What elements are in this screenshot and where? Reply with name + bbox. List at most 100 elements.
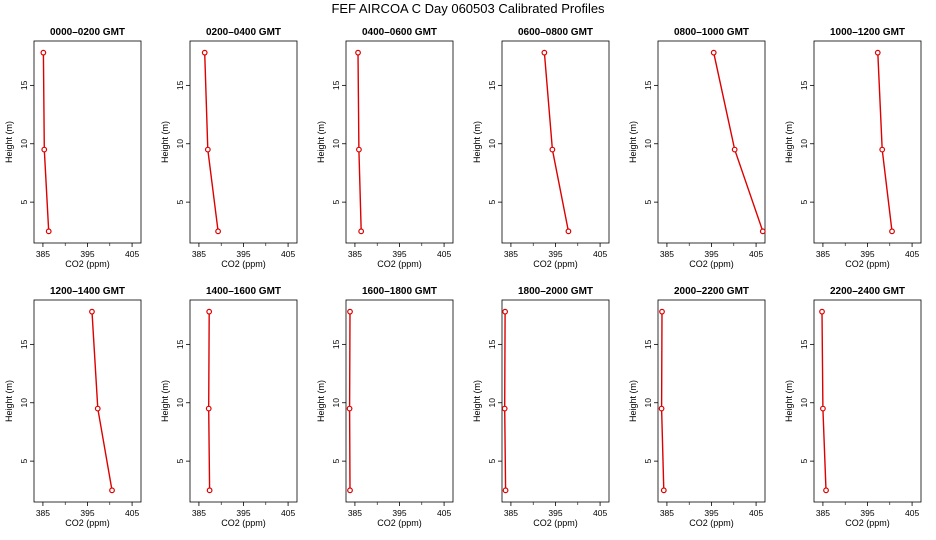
x-tick-label: 405 bbox=[905, 249, 919, 259]
x-axis-label: CO2 (ppm) bbox=[221, 259, 266, 269]
x-tick-label: 395 bbox=[80, 249, 94, 259]
x-tick-label: 405 bbox=[749, 249, 763, 259]
profile-line bbox=[543, 52, 570, 232]
profile-point bbox=[889, 228, 895, 235]
x-tick-label: 405 bbox=[125, 249, 139, 259]
profile-line bbox=[207, 311, 211, 491]
plot-frame bbox=[189, 40, 298, 244]
y-tick-label: 5 bbox=[643, 200, 653, 205]
y-tick-label: 5 bbox=[19, 200, 29, 205]
x-axis-label: CO2 (ppm) bbox=[845, 518, 890, 528]
profile-point bbox=[358, 228, 365, 235]
chart-panel: 1200–1400 GMT 385 395 405 5 10 15 CO2 (ppm) Heig… bbox=[4, 286, 142, 528]
y-tick-label: 10 bbox=[799, 398, 809, 408]
profile-point bbox=[759, 228, 766, 235]
y-tick-label: 10 bbox=[331, 398, 341, 408]
y-axis-label: Height (m) bbox=[160, 121, 170, 163]
x-axis-label: CO2 (ppm) bbox=[377, 518, 422, 528]
plot-frame bbox=[345, 299, 454, 503]
y-tick-label: 15 bbox=[19, 80, 29, 90]
y-axis-label: Height (m) bbox=[784, 121, 794, 163]
x-tick-label: 405 bbox=[281, 508, 295, 518]
y-tick-label: 10 bbox=[487, 139, 497, 149]
y-axis-label: Height (m) bbox=[784, 380, 794, 422]
profile-point bbox=[659, 308, 665, 315]
x-tick-label: 405 bbox=[437, 508, 451, 518]
x-tick-label: 395 bbox=[80, 508, 94, 518]
profile-line bbox=[821, 311, 827, 491]
x-tick-label: 395 bbox=[704, 249, 718, 259]
chart-panel: 1600–1800 GMT 385 395 405 5 10 15 CO2 (ppm) Heig… bbox=[316, 286, 454, 528]
x-axis-label: CO2 (ppm) bbox=[65, 259, 110, 269]
y-tick-label: 15 bbox=[487, 80, 497, 90]
profile-point bbox=[820, 405, 826, 412]
profile-point bbox=[206, 308, 213, 315]
profile-point bbox=[823, 487, 829, 494]
profile-point bbox=[45, 228, 52, 235]
x-axis-label: CO2 (ppm) bbox=[845, 259, 890, 269]
y-tick-label: 10 bbox=[175, 139, 185, 149]
y-tick-label: 10 bbox=[643, 398, 653, 408]
y-tick-label: 10 bbox=[19, 398, 29, 408]
y-tick-label: 5 bbox=[175, 459, 185, 464]
panel-title: 0400–0600 GMT bbox=[362, 27, 437, 38]
panel-title: 0000–0200 GMT bbox=[50, 27, 125, 38]
x-tick-label: 405 bbox=[125, 508, 139, 518]
profile-point bbox=[205, 405, 212, 412]
x-axis-label: CO2 (ppm) bbox=[65, 518, 110, 528]
x-tick-label: 395 bbox=[704, 508, 718, 518]
y-axis-label: Height (m) bbox=[316, 380, 326, 422]
x-tick-label: 395 bbox=[548, 508, 562, 518]
x-tick-label: 405 bbox=[281, 249, 295, 259]
x-tick-label: 405 bbox=[749, 508, 763, 518]
profile-point bbox=[204, 146, 211, 153]
profile-point bbox=[215, 228, 221, 235]
chart-panel: 0200–0400 GMT 385 395 405 5 10 15 CO2 (ppm) Heig… bbox=[160, 27, 298, 269]
chart-panel: 0000–0200 GMT 385 395 405 5 10 15 CO2 (ppm) Heig… bbox=[4, 27, 142, 269]
x-tick-label: 395 bbox=[236, 249, 250, 259]
profile-point bbox=[565, 228, 572, 235]
plot-frame bbox=[813, 40, 922, 244]
profile-point bbox=[549, 146, 556, 153]
y-tick-label: 15 bbox=[175, 80, 185, 90]
plot-frame bbox=[33, 40, 142, 244]
profile-point bbox=[94, 405, 101, 412]
chart-panel: 0400–0600 GMT 385 395 405 5 10 15 CO2 (ppm) Heig… bbox=[316, 27, 454, 269]
x-tick-label: 385 bbox=[36, 249, 50, 259]
chart-panel: 0800–1000 GMT 385 395 405 5 10 15 CO2 (ppm) Heig… bbox=[628, 27, 766, 269]
profile-point bbox=[501, 405, 508, 412]
plot-frame bbox=[657, 299, 766, 503]
profile-point bbox=[356, 146, 362, 153]
x-tick-label: 385 bbox=[816, 508, 830, 518]
x-axis-label: CO2 (ppm) bbox=[533, 259, 578, 269]
panel-title: 0600–0800 GMT bbox=[518, 27, 593, 38]
panel-title: 1800–2000 GMT bbox=[518, 286, 593, 297]
chart-panel: 2200–2400 GMT 385 395 405 5 10 15 CO2 (ppm) Heig… bbox=[784, 286, 922, 528]
y-tick-label: 10 bbox=[19, 139, 29, 149]
profile-point bbox=[502, 308, 509, 315]
y-tick-label: 5 bbox=[487, 459, 497, 464]
y-tick-label: 15 bbox=[331, 339, 341, 349]
x-axis-label: CO2 (ppm) bbox=[533, 518, 578, 528]
x-tick-label: 385 bbox=[348, 249, 362, 259]
y-axis-label: Height (m) bbox=[4, 121, 14, 163]
y-axis-label: Height (m) bbox=[472, 380, 482, 422]
y-axis-label: Height (m) bbox=[628, 121, 638, 163]
profile-point bbox=[347, 308, 353, 315]
y-tick-label: 10 bbox=[331, 139, 341, 149]
x-tick-label: 405 bbox=[437, 249, 451, 259]
y-axis-label: Height (m) bbox=[628, 380, 638, 422]
panel-title: 2200–2400 GMT bbox=[830, 286, 905, 297]
profile-point bbox=[874, 49, 881, 56]
y-tick-label: 5 bbox=[487, 200, 497, 205]
y-tick-label: 5 bbox=[19, 459, 29, 464]
y-axis-label: Height (m) bbox=[316, 121, 326, 163]
y-tick-label: 15 bbox=[643, 339, 653, 349]
plot-frame bbox=[345, 40, 454, 244]
y-tick-label: 15 bbox=[799, 80, 809, 90]
profile-point bbox=[41, 146, 48, 153]
x-tick-label: 395 bbox=[860, 508, 874, 518]
chart-panel: 2000–2200 GMT 385 395 405 5 10 15 CO2 (ppm) Heig… bbox=[628, 286, 766, 528]
panel-title: 1600–1800 GMT bbox=[362, 286, 437, 297]
profile-point bbox=[206, 487, 213, 494]
